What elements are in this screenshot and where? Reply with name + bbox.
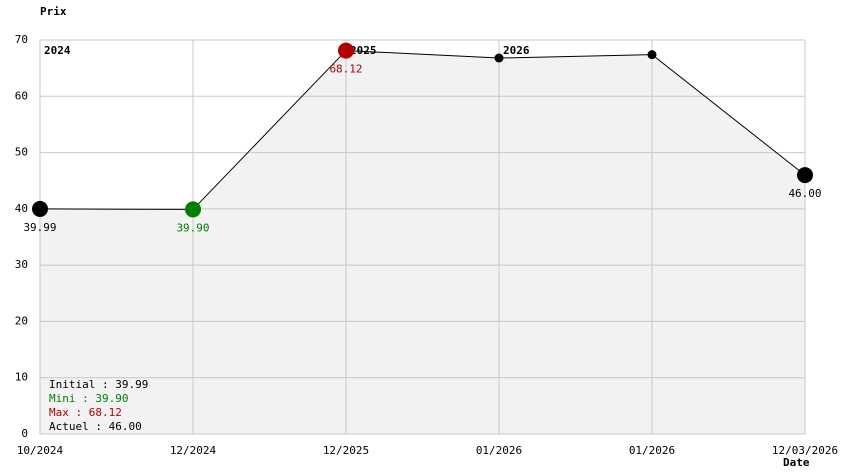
y-tick-label: 10 [15,371,28,384]
legend-entry: Mini : 39.90 [49,392,128,405]
y-tick-label: 60 [15,89,28,102]
point [185,201,201,218]
x-axis-title: Date [783,456,810,469]
value-label: 39.99 [23,221,56,234]
point [797,167,813,184]
point [32,200,48,217]
y-tick-label: 30 [15,258,28,271]
y-tick-label: 70 [15,33,28,46]
point [647,50,657,60]
point [338,42,354,59]
legend-entry: Initial : 39.99 [49,378,148,391]
y-axis-title: Prix [40,5,67,18]
value-label: 46.00 [788,187,821,200]
legend-entry: Actuel : 46.00 [49,420,142,433]
y-tick-label: 0 [21,427,28,440]
price-line [39,50,806,210]
y-tick-label: 50 [15,146,28,159]
x-tick-label: 12/2025 [323,444,369,457]
year-label: 2024 [44,44,71,57]
legend-entry: Max : 68.12 [49,406,122,419]
value-label: 39.90 [176,221,209,234]
x-tick-label: 12/03/2026 [772,444,838,457]
y-tick-label: 40 [15,202,28,215]
x-tick-label: 12/2024 [170,444,217,457]
value-label: 68.12 [329,63,362,76]
year-label: 2026 [503,44,530,57]
x-tick-label: 10/2024 [17,444,64,457]
y-tick-label: 20 [15,314,28,327]
x-tick-label: 01/2026 [476,444,522,457]
point [494,53,504,63]
x-tick-label: 01/2026 [629,444,675,457]
year-label: 2025 [350,44,377,57]
area [40,50,805,434]
